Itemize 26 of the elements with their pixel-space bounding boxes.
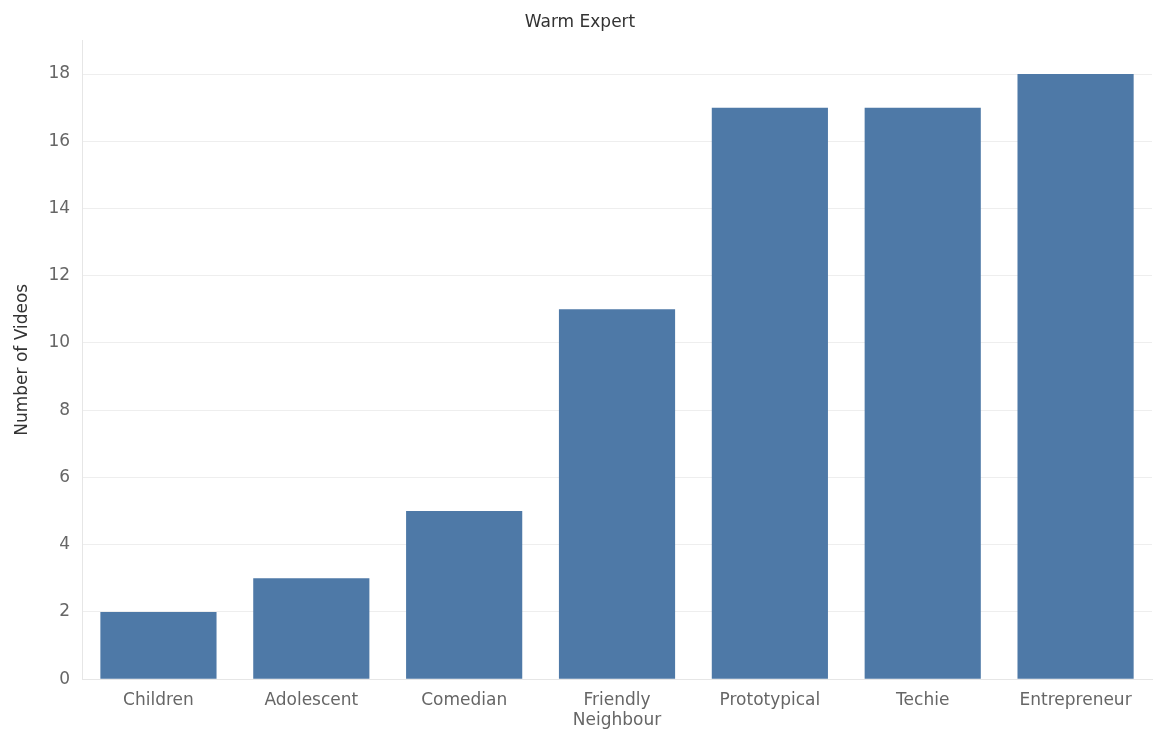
bar: [558, 309, 676, 679]
y-tick-label: 4: [59, 533, 71, 554]
bar: [406, 511, 523, 679]
y-tick-label: 8: [59, 398, 71, 419]
y-tick-label: 10: [48, 331, 71, 352]
x-tick-label: Comedian: [421, 688, 508, 709]
x-tick-label: Entrepreneur: [1019, 688, 1132, 709]
y-axis-title: Number of Videos: [10, 283, 31, 436]
chart-title: Warm Expert: [524, 10, 636, 31]
x-tick-label: Prototypical: [719, 688, 821, 709]
y-tick-label: 0: [59, 667, 71, 688]
bar: [253, 578, 370, 679]
x-tick-label: Techie: [895, 688, 950, 709]
y-tick-label: 2: [59, 600, 71, 621]
y-tick-label: 14: [48, 196, 71, 217]
y-tick-label: 18: [48, 62, 71, 83]
y-tick-label: 16: [48, 129, 71, 150]
y-tick-label: 12: [48, 264, 71, 285]
y-tick-label: 6: [59, 465, 71, 486]
bar: [100, 611, 217, 679]
bar: [864, 107, 981, 679]
x-tick-label: Children: [123, 688, 194, 709]
bar: [1017, 74, 1134, 679]
bar: [711, 107, 828, 679]
x-tick-label: Friendly Neighbour: [572, 688, 662, 730]
x-tick-label: Adolescent: [264, 688, 359, 709]
